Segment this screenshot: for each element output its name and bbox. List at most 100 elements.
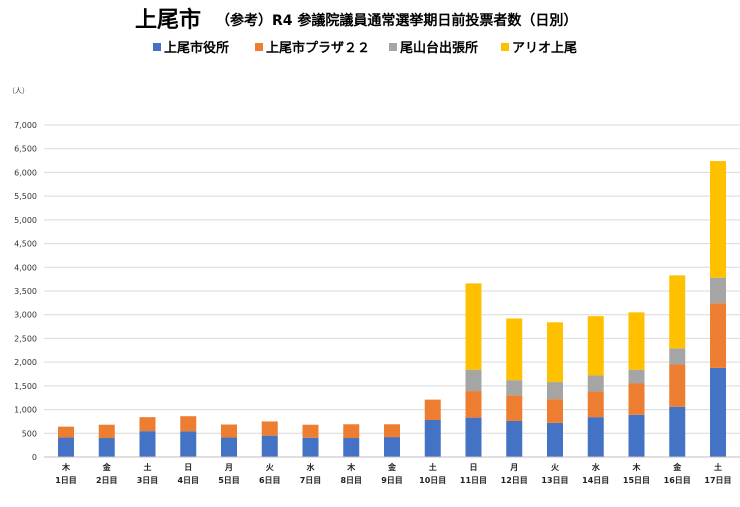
bar-4-17 <box>710 161 726 278</box>
x-tick-day: 金 <box>387 462 397 472</box>
x-tick-day: 水 <box>591 462 601 472</box>
y-tick-label: 6,000 <box>14 168 37 177</box>
bar-1-13 <box>547 422 563 457</box>
x-tick-day: 木 <box>346 462 356 472</box>
x-tick-label: 5日目 <box>218 476 240 485</box>
y-tick-label: 2,000 <box>14 358 37 367</box>
bar-4-11 <box>465 283 482 370</box>
bar-2-12 <box>506 395 523 421</box>
bar-1-16 <box>669 406 686 457</box>
x-tick-day: 金 <box>672 462 682 472</box>
bar-2-10 <box>424 399 441 421</box>
bar-4-14 <box>587 316 604 376</box>
bar-2-17 <box>710 303 726 368</box>
x-tick-label: 8日目 <box>340 476 362 485</box>
gridlines <box>44 124 740 434</box>
bar-4-15 <box>628 312 645 370</box>
bar-3-16 <box>669 348 686 365</box>
bar-2-3 <box>139 417 156 432</box>
bar-1-5 <box>221 437 237 457</box>
bar-2-14 <box>587 391 604 418</box>
x-tick-day: 日 <box>184 463 192 472</box>
legend-label-1: 上尾市役所 <box>164 40 229 56</box>
x-tick-day: 金 <box>102 462 112 472</box>
x-tick-day: 木 <box>632 462 642 472</box>
x-tick-label: 1日目 <box>55 476 77 485</box>
x-tick-labels: 木 1日目 金 2日目 土 3日目 日 4日目 月 5日目 火 6日目 水 7日目 木 8日目 金 9日目 土 10日… <box>55 462 731 485</box>
y-tick-label: 4,000 <box>14 263 37 272</box>
x-tick-label: 11日目 <box>460 476 487 485</box>
bar-3-12 <box>506 380 523 396</box>
y-tick-label: 1,500 <box>14 382 37 391</box>
bar-2-6 <box>261 421 278 436</box>
bar-3-14 <box>587 375 604 392</box>
x-tick-label: 3日目 <box>137 476 159 485</box>
legend-label-4: アリオ上尾 <box>512 41 577 56</box>
x-tick-day: 火 <box>266 463 275 472</box>
x-tick-day: 土 <box>144 462 152 472</box>
y-unit-label: （人） <box>8 87 29 95</box>
bar-2-9 <box>384 424 400 438</box>
bar-4-12 <box>506 318 523 381</box>
x-tick-day: 木 <box>61 462 71 472</box>
bars <box>58 161 726 457</box>
y-tick-labels: 0 500 1,000 1,500 2,000 2,500 3,000 3,500 4,000 4… <box>14 121 37 462</box>
y-tick-label: 5,000 <box>14 216 37 225</box>
bar-1-4 <box>180 431 197 457</box>
bar-1-11 <box>465 417 482 457</box>
bar-2-7 <box>302 424 319 438</box>
legend-swatch-4 <box>501 43 509 51</box>
x-tick-day: 火 <box>551 463 560 472</box>
bar-4-16 <box>669 275 686 349</box>
y-tick-label: 1,000 <box>14 406 37 415</box>
y-tick-label: 5,500 <box>14 192 37 201</box>
x-tick-label: 6日目 <box>259 476 281 485</box>
bar-1-17 <box>710 367 726 457</box>
x-tick-day: 月 <box>224 463 233 472</box>
x-tick-label: 13日目 <box>541 476 568 485</box>
x-tick-label: 10日目 <box>419 476 446 485</box>
bar-2-11 <box>465 391 482 418</box>
x-tick-label: 9日目 <box>381 476 403 485</box>
x-tick-day: 月 <box>509 463 518 472</box>
y-tick-label: 2,500 <box>14 334 37 343</box>
bar-3-17 <box>710 277 726 304</box>
legend-label-2: 上尾市プラザ２２ <box>266 40 370 56</box>
bar-1-9 <box>384 437 400 457</box>
x-tick-day: 日 <box>470 463 478 472</box>
bar-4-13 <box>547 322 563 383</box>
bar-2-5 <box>221 424 237 438</box>
bar-1-10 <box>424 420 441 457</box>
y-tick-label: 0 <box>32 453 37 462</box>
y-tick-label: 4,500 <box>14 240 37 249</box>
x-tick-day: 土 <box>429 462 437 472</box>
bar-3-13 <box>547 382 563 400</box>
bar-2-1 <box>58 426 74 438</box>
bar-2-2 <box>98 424 115 439</box>
x-tick-label: 12日目 <box>501 476 528 485</box>
bar-1-2 <box>98 438 115 457</box>
legend-swatch-1 <box>153 43 161 51</box>
bar-1-15 <box>628 414 645 457</box>
bar-1-7 <box>302 437 319 457</box>
bar-3-15 <box>628 369 645 384</box>
chart-title: 上尾市 <box>135 7 201 33</box>
x-tick-label: 15日目 <box>623 476 650 485</box>
x-tick-day: 水 <box>306 462 316 472</box>
bar-2-8 <box>343 424 360 439</box>
bar-2-13 <box>547 399 563 423</box>
legend: 上尾市役所 上尾市プラザ２２ 尾山台出張所 アリオ上尾 <box>153 40 577 56</box>
bar-1-3 <box>139 431 156 457</box>
legend-swatch-2 <box>255 43 263 51</box>
bar-1-6 <box>261 435 278 457</box>
x-tick-label: 17日目 <box>704 476 731 485</box>
y-tick-label: 500 <box>22 429 37 438</box>
x-tick-label: 7日目 <box>300 476 322 485</box>
x-tick-label: 16日目 <box>664 476 691 485</box>
x-tick-label: 4日目 <box>177 476 199 485</box>
bar-1-8 <box>343 438 360 457</box>
bar-1-14 <box>587 417 604 457</box>
y-tick-label: 6,500 <box>14 145 37 154</box>
